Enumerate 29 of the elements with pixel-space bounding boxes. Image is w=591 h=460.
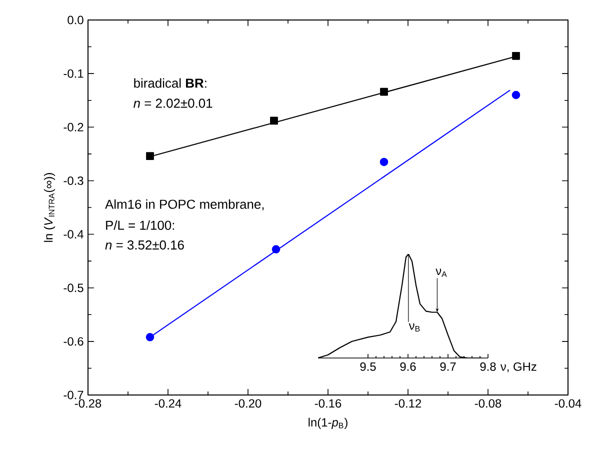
annotation: ν$_{B}$ — [408, 323, 420, 332]
x-tick-label: -0.12 — [394, 399, 422, 408]
x-tick-label: -0.04 — [554, 399, 582, 408]
x-tick-label: 9.7 — [440, 362, 456, 371]
x-tick-label: -0.20 — [234, 399, 262, 408]
x-tick-label: 9.6 — [400, 362, 416, 371]
annotation: P/L = 1/100: — [106, 220, 174, 230]
y-tick-label: -0.5 — [64, 284, 84, 292]
x-tick-label: -0.24 — [154, 399, 182, 408]
annotation: n = 3.52±0.16 — [105, 240, 184, 250]
x-tick-label: 9.5 — [360, 362, 376, 371]
annotation: Alm16 in POPC membrane, — [105, 199, 264, 210]
x-tick-label: -0.28 — [74, 399, 102, 408]
y-tick-label: -0.3 — [64, 176, 84, 185]
y-tick-label: -0.6 — [64, 337, 84, 346]
x-tick-label: 9.8 — [480, 362, 496, 371]
y-tick-label: 0.0 — [68, 16, 84, 24]
annotation: biradical BR: — [134, 78, 206, 88]
y-axis-title: ln (V$_{INTRA}$(∞)) — [44, 173, 56, 242]
y-tick-label: -0.7 — [64, 390, 84, 400]
y-tick-label: -0.1 — [64, 69, 84, 78]
y-tick-label: -0.2 — [64, 122, 84, 132]
x-axis-title: ν, GHz — [500, 362, 536, 372]
x-tick-label: -0.08 — [474, 399, 502, 408]
x-axis-title: ln(1-p$_{B}$) — [308, 418, 348, 429]
annotation: ν$_{A}$ — [436, 268, 447, 277]
y-tick-label: -0.4 — [64, 230, 84, 239]
annotation: n = 2.02±0.01 — [134, 98, 212, 108]
x-tick-label: -0.16 — [314, 399, 342, 408]
